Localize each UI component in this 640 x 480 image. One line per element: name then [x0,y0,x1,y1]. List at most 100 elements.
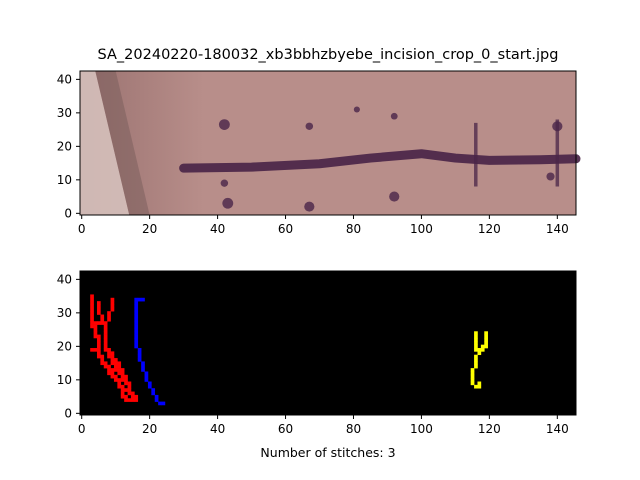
stitch-pixel [103,327,108,332]
marker-dot [305,122,314,130]
top-subplot: SA_20240220-180032_xb3bbhzbyebe_incision… [57,47,581,236]
stitch-pixel [134,334,139,339]
stitch-pixel [124,388,128,392]
stitch-pixel [141,368,145,372]
marker-dot [546,172,555,181]
stitch-pixel [134,398,139,402]
stitch-pixel [134,324,139,329]
stitch-pixel [474,334,478,339]
stitch-pixel [96,321,101,325]
x-tick-label: 140 [546,422,569,436]
stitch-pixel [100,321,105,325]
stitch-pixel [96,311,101,315]
stitch-pixel [474,331,478,335]
x-tick-label: 0 [78,422,86,436]
stitch-pixel [100,358,105,362]
marker-dot [304,201,315,212]
stitch-pixel [110,297,115,302]
stitch-pixel [110,354,115,359]
y-tick-label: 10 [57,373,72,387]
stitch-pixel [110,307,115,312]
stitch-pixel [110,368,115,372]
stitch-pixel [480,348,485,352]
stitch-pixel [96,341,101,345]
stitch-pixel [124,381,128,386]
stitch-pixel [103,344,108,349]
stitch-pixel [154,398,159,402]
skin-shadow-edge [95,71,150,215]
y-tick-label: 10 [57,173,72,187]
stitch-pixel [137,297,142,302]
stitch-pixel [117,361,122,366]
stitch-pixel [477,348,482,352]
stitch-pixel [134,317,139,322]
stitch-pixel [480,344,485,349]
stitch-pixel [96,344,101,349]
x-tick-label: 0 [78,222,86,236]
stitch-pixel [96,337,101,342]
stitch-pixel [134,307,139,312]
stitch-pixel [127,381,132,386]
top-plot-frame [79,70,577,216]
y-tick-label: 40 [57,272,72,286]
stitch-pixel [124,374,128,379]
marker-dot [222,197,234,209]
stitch-pixel [103,364,108,369]
stitch-pixel [117,381,122,386]
stitch-pixel [90,297,94,302]
marker-dot [220,179,229,187]
stitch-pixel [93,348,98,352]
stitch-pixel [134,344,139,349]
marker-dot [389,191,400,202]
bottom-plot-axes: 0 20 40 60 80 100 120 140 0 10 20 30 40 [57,272,569,436]
stitch-pixel [144,374,149,379]
y-tick-label: 0 [64,206,72,220]
stitch-pixel [474,358,478,362]
stitch-pixel [127,384,132,389]
stitch-pixel [100,361,105,366]
stitch-pixel [90,314,94,319]
stitch-pixel [107,354,111,359]
stitch-pixel [96,307,101,312]
stitch-pixel [110,358,115,362]
stitch-pixel [144,371,149,376]
stitch-pixel [477,351,482,356]
stitch-pixel [96,348,101,352]
stitch-pixel [107,351,111,356]
stitch-pixel [90,348,94,352]
x-tick-label: 120 [478,222,501,236]
top-plot-title: SA_20240220-180032_xb3bbhzbyebe_incision… [98,47,559,63]
stitch-pixel [90,311,94,315]
y-tick-label: 40 [57,72,72,86]
stitch-pixel [474,361,478,366]
stitch-pixel [137,358,142,362]
x-tick-label: 20 [142,422,157,436]
stitch-pixel [134,311,139,315]
x-tick-label: 80 [346,422,361,436]
stitch-3 [470,331,488,389]
stitch-pixel [134,327,139,332]
stitch-pixel [134,331,139,335]
stitch-pixel [127,388,132,392]
stitch-pixel [474,348,478,352]
stitch-pixel [120,388,125,392]
stitch-pixel [134,321,139,325]
stitch-pixel [120,374,125,379]
x-tick-label: 100 [410,222,433,236]
stitch-pixel [103,361,108,366]
stitch-pixel [127,398,132,402]
stitch-pixel [137,348,142,352]
stitch-pixel [120,384,125,389]
y-tick-label: 0 [64,406,72,420]
stitch-pixel [103,324,108,329]
stitch-pixel [107,314,111,319]
marker-dot [390,112,398,120]
stitch-pixel [93,334,98,339]
stitch-pixel [474,364,478,369]
stitch-pixel [117,384,122,389]
stitch-pixel [484,337,488,342]
stitch-pixel [137,354,142,359]
y-tick-label: 20 [57,139,72,153]
stitch-pixel [127,391,132,396]
